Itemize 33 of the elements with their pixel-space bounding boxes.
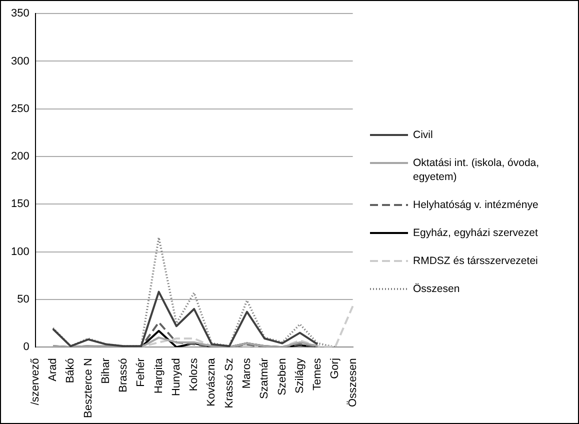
x-tick-label: Gorj bbox=[329, 358, 342, 379]
y-tick-label: 350 bbox=[10, 8, 30, 20]
x-tick-label: Fehér bbox=[135, 358, 148, 387]
legend-label: Egyház, egyházi szervezet bbox=[413, 226, 538, 240]
x-tick-label: Bihar bbox=[100, 358, 112, 384]
legend-label: Civil bbox=[413, 128, 433, 142]
x-tick-label: /szervező bbox=[29, 358, 42, 406]
legend-label: Helyhatóság v. intézménye bbox=[413, 198, 538, 212]
x-tick-label: Maros bbox=[241, 358, 254, 389]
y-tick-label: 0 bbox=[23, 341, 30, 354]
y-tick-label: 200 bbox=[10, 150, 30, 163]
legend-label: Oktatási int. (iskola, óvoda, egyetem) bbox=[413, 156, 540, 184]
legend-label: Összesen bbox=[413, 282, 460, 296]
x-tick-label: Arad bbox=[47, 358, 60, 382]
legend-label: RMDSZ és társszervezetei bbox=[413, 254, 538, 268]
x-tick-label: Szeben bbox=[276, 358, 288, 396]
x-tick-label: Szilágy bbox=[294, 358, 306, 394]
y-tick-label: 150 bbox=[10, 198, 30, 210]
x-tick-label: Bákó bbox=[64, 358, 77, 384]
y-tick-label: 50 bbox=[17, 293, 30, 306]
x-tick-label: Kolozs bbox=[188, 358, 200, 392]
x-tick-label: Beszterce N bbox=[82, 358, 94, 418]
y-tick-label: 100 bbox=[10, 246, 30, 258]
y-tick-label: 250 bbox=[10, 102, 30, 115]
x-tick-label: Hunyad bbox=[170, 358, 182, 396]
x-tick-label: Összesen bbox=[346, 358, 359, 408]
x-tick-label: Kovászna bbox=[206, 357, 218, 406]
x-tick-label: Szatmár bbox=[258, 358, 271, 400]
x-tick-label: Brassó bbox=[118, 358, 130, 392]
x-tick-label: Hargita bbox=[152, 357, 165, 394]
y-tick-label: 300 bbox=[10, 55, 30, 68]
x-tick-label: Krassó Sz bbox=[223, 358, 236, 408]
x-tick-label: Temes bbox=[312, 358, 324, 390]
